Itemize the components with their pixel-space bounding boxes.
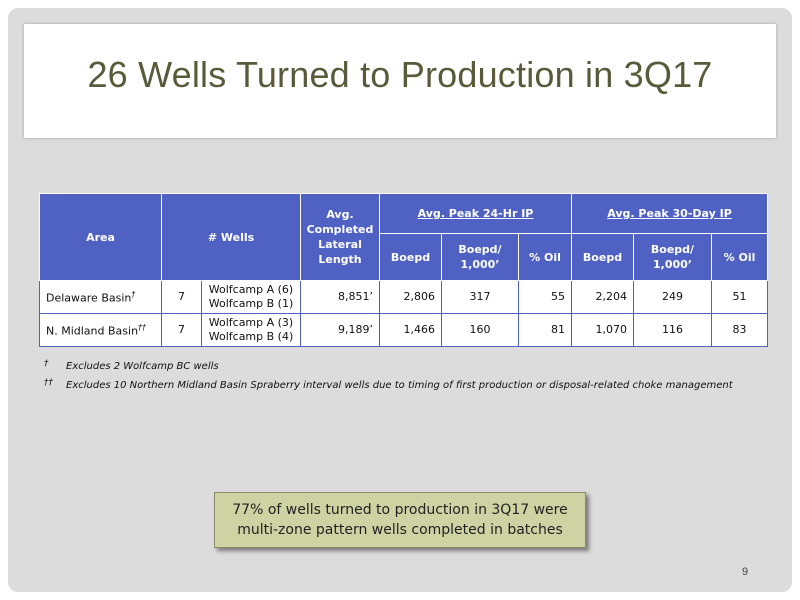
title-box: 26 Wells Turned to Production in 3Q17 bbox=[24, 24, 776, 138]
lateral-length: 9,189’ bbox=[300, 313, 380, 347]
zone-line: Wolfcamp B (1) bbox=[208, 297, 294, 310]
header-lateral-line: Length bbox=[318, 253, 362, 266]
footnote-mark: † bbox=[131, 290, 136, 300]
zones-cell: Wolfcamp A (3) Wolfcamp B (4) bbox=[201, 313, 301, 347]
header-boepd-per-line: Boepd/ bbox=[650, 243, 695, 256]
lateral-length: 8,851’ bbox=[300, 280, 380, 314]
ip24-boepd-per-1000: 160 bbox=[441, 313, 519, 347]
header-24hr-pct-oil: % Oil bbox=[518, 233, 572, 281]
ip30-pct-oil: 83 bbox=[710, 313, 769, 347]
zones-cell: Wolfcamp A (6) Wolfcamp B (1) bbox=[201, 280, 301, 314]
header-24hr-boepd-per-1000: Boepd/ 1,000’ bbox=[441, 233, 519, 281]
header-boepd-per-line: 1,000’ bbox=[460, 258, 500, 271]
header-wells: # Wells bbox=[161, 193, 301, 281]
ip24-boepd: 1,466 bbox=[379, 313, 442, 347]
callout-line: multi-zone pattern wells completed in ba… bbox=[237, 522, 563, 538]
ip30-pct-oil: 51 bbox=[710, 280, 769, 314]
area-name: N. Midland Basin bbox=[46, 324, 139, 338]
header-boepd-per-line: 1,000’ bbox=[653, 258, 692, 271]
zone-line: Wolfcamp B (4) bbox=[208, 330, 294, 343]
footnote-mark: † bbox=[44, 359, 49, 369]
header-lateral-line: Lateral bbox=[318, 238, 362, 251]
zone-line: Wolfcamp A (6) bbox=[208, 283, 294, 296]
area-cell: N. Midland Basin†† bbox=[39, 313, 162, 347]
footnote-text: Excludes 2 Wolfcamp BC wells bbox=[66, 361, 219, 372]
ip30-boepd-per-1000: 116 bbox=[633, 313, 712, 347]
table-row: N. Midland Basin†† 7 Wolfcamp A (3) Wolf… bbox=[39, 313, 769, 347]
footnote-text: Excludes 10 Northern Midland Basin Sprab… bbox=[66, 380, 733, 391]
ip24-boepd-per-1000: 317 bbox=[441, 280, 519, 314]
header-lateral-line: Completed bbox=[306, 223, 374, 236]
callout-line: 77% of wells turned to production in 3Q1… bbox=[232, 502, 568, 518]
ip24-boepd: 2,806 bbox=[379, 280, 442, 314]
zone-line: Wolfcamp A (3) bbox=[208, 316, 294, 329]
footnote-mark: †† bbox=[44, 378, 53, 388]
footnote-mark: †† bbox=[138, 323, 147, 333]
header-30day-boepd: Boepd bbox=[571, 233, 634, 281]
area-cell: Delaware Basin† bbox=[39, 280, 162, 314]
header-lateral-line: Avg. bbox=[326, 208, 354, 221]
header-30day-pct-oil: % Oil bbox=[710, 233, 769, 281]
wells-count: 7 bbox=[161, 313, 202, 347]
ip30-boepd-per-1000: 249 bbox=[633, 280, 712, 314]
header-lateral-length: Avg. Completed Lateral Length bbox=[300, 193, 380, 281]
header-30day-boepd-per-1000: Boepd/ 1,000’ bbox=[633, 233, 712, 281]
header-24hr-boepd: Boepd bbox=[379, 233, 442, 281]
callout-box: 77% of wells turned to production in 3Q1… bbox=[214, 492, 586, 548]
ip24-pct-oil: 55 bbox=[518, 280, 572, 314]
table-row: Delaware Basin† 7 Wolfcamp A (6) Wolfcam… bbox=[39, 280, 769, 314]
footnote: †† Excludes 10 Northern Midland Basin Sp… bbox=[44, 378, 744, 393]
area-name: Delaware Basin bbox=[46, 291, 132, 305]
ip30-boepd: 2,204 bbox=[571, 280, 634, 314]
wells-count: 7 bbox=[161, 280, 202, 314]
page-number: 9 bbox=[742, 566, 749, 578]
footnote: † Excludes 2 Wolfcamp BC wells bbox=[44, 359, 744, 374]
slide-title: 26 Wells Turned to Production in 3Q17 bbox=[87, 54, 713, 95]
ip30-boepd: 1,070 bbox=[571, 313, 634, 347]
header-area: Area bbox=[39, 193, 162, 281]
header-peak-30day: Avg. Peak 30-Day IP bbox=[570, 193, 769, 234]
header-peak-24hr: Avg. Peak 24-Hr IP bbox=[379, 193, 572, 234]
header-boepd-per-line: Boepd/ bbox=[458, 243, 502, 256]
footnotes: † Excludes 2 Wolfcamp BC wells †† Exclud… bbox=[44, 359, 744, 398]
ip24-pct-oil: 81 bbox=[518, 313, 572, 347]
well-results-table: Area # Wells Avg. Completed Lateral Leng… bbox=[39, 193, 769, 347]
